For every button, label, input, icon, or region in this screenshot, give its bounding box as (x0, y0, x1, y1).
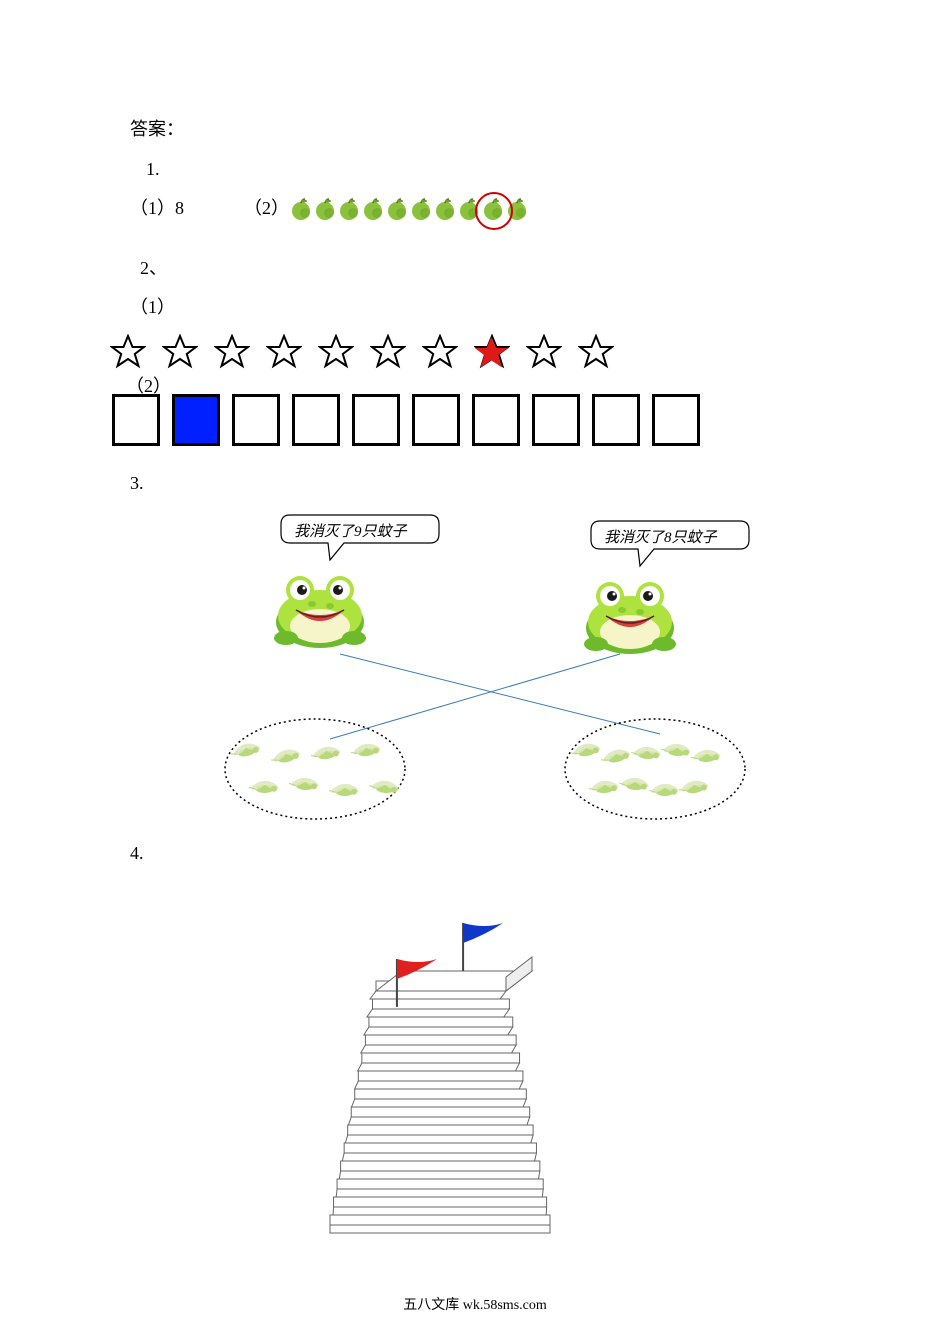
q1-1-answer: （1）8 (130, 189, 184, 229)
apple-icon (337, 197, 361, 221)
q2-2-wrap: （2） (130, 394, 820, 446)
box-icon (652, 394, 700, 446)
star-icon (422, 334, 458, 370)
q4-label: 4. (130, 834, 820, 874)
box-icon (532, 394, 580, 446)
apple-icon (289, 197, 313, 221)
q1-answers: （1）8 （2） (130, 189, 820, 229)
box-icon (172, 394, 220, 446)
q3-label: 3. (130, 464, 820, 504)
apple-icon (313, 197, 337, 221)
star-icon (370, 334, 406, 370)
q1-2-label: （2） (244, 189, 289, 229)
q2-label: 2、 (130, 249, 820, 289)
circle-mark-icon (475, 192, 513, 230)
mosquito-group (220, 714, 410, 824)
speech-bubble-left: 我消灭了9只蚊子 (280, 514, 421, 547)
q1-label: 1. (130, 150, 820, 190)
box-icon (232, 394, 280, 446)
stairs-diagram (290, 883, 610, 1243)
star-icon (110, 334, 146, 370)
star-row (110, 334, 820, 370)
star-icon (526, 334, 562, 370)
box-row (112, 394, 820, 446)
apple-row (289, 197, 529, 221)
apple-icon (361, 197, 385, 221)
q2-1-label: （1） (130, 288, 820, 328)
apple-icon (409, 197, 433, 221)
answer-heading: 答案： (130, 110, 820, 150)
star-icon (162, 334, 198, 370)
box-icon (472, 394, 520, 446)
star-icon (318, 334, 354, 370)
star-icon (578, 334, 614, 370)
star-icon (474, 334, 510, 370)
box-icon (352, 394, 400, 446)
document-page: 答案： 1. （1）8 （2） (0, 0, 950, 1283)
apple-icon (385, 197, 409, 221)
mosquito-group (560, 714, 750, 824)
box-icon (112, 394, 160, 446)
bubble-text: 我消灭了9只蚊子 (280, 514, 421, 547)
box-icon (592, 394, 640, 446)
box-icon (412, 394, 460, 446)
bubble-text: 我消灭了8只蚊子 (590, 520, 731, 553)
q2-2-label: （2） (126, 372, 171, 398)
apple-icon (433, 197, 457, 221)
box-icon (292, 394, 340, 446)
q3-diagram: 我消灭了9只蚊子 我消灭了8只蚊子 (190, 514, 790, 834)
stairs-icon (290, 883, 610, 1243)
star-icon (266, 334, 302, 370)
speech-bubble-right: 我消灭了8只蚊子 (590, 520, 731, 553)
star-icon (214, 334, 250, 370)
footer-text: 五八文库 wk.58sms.com (0, 1294, 950, 1314)
